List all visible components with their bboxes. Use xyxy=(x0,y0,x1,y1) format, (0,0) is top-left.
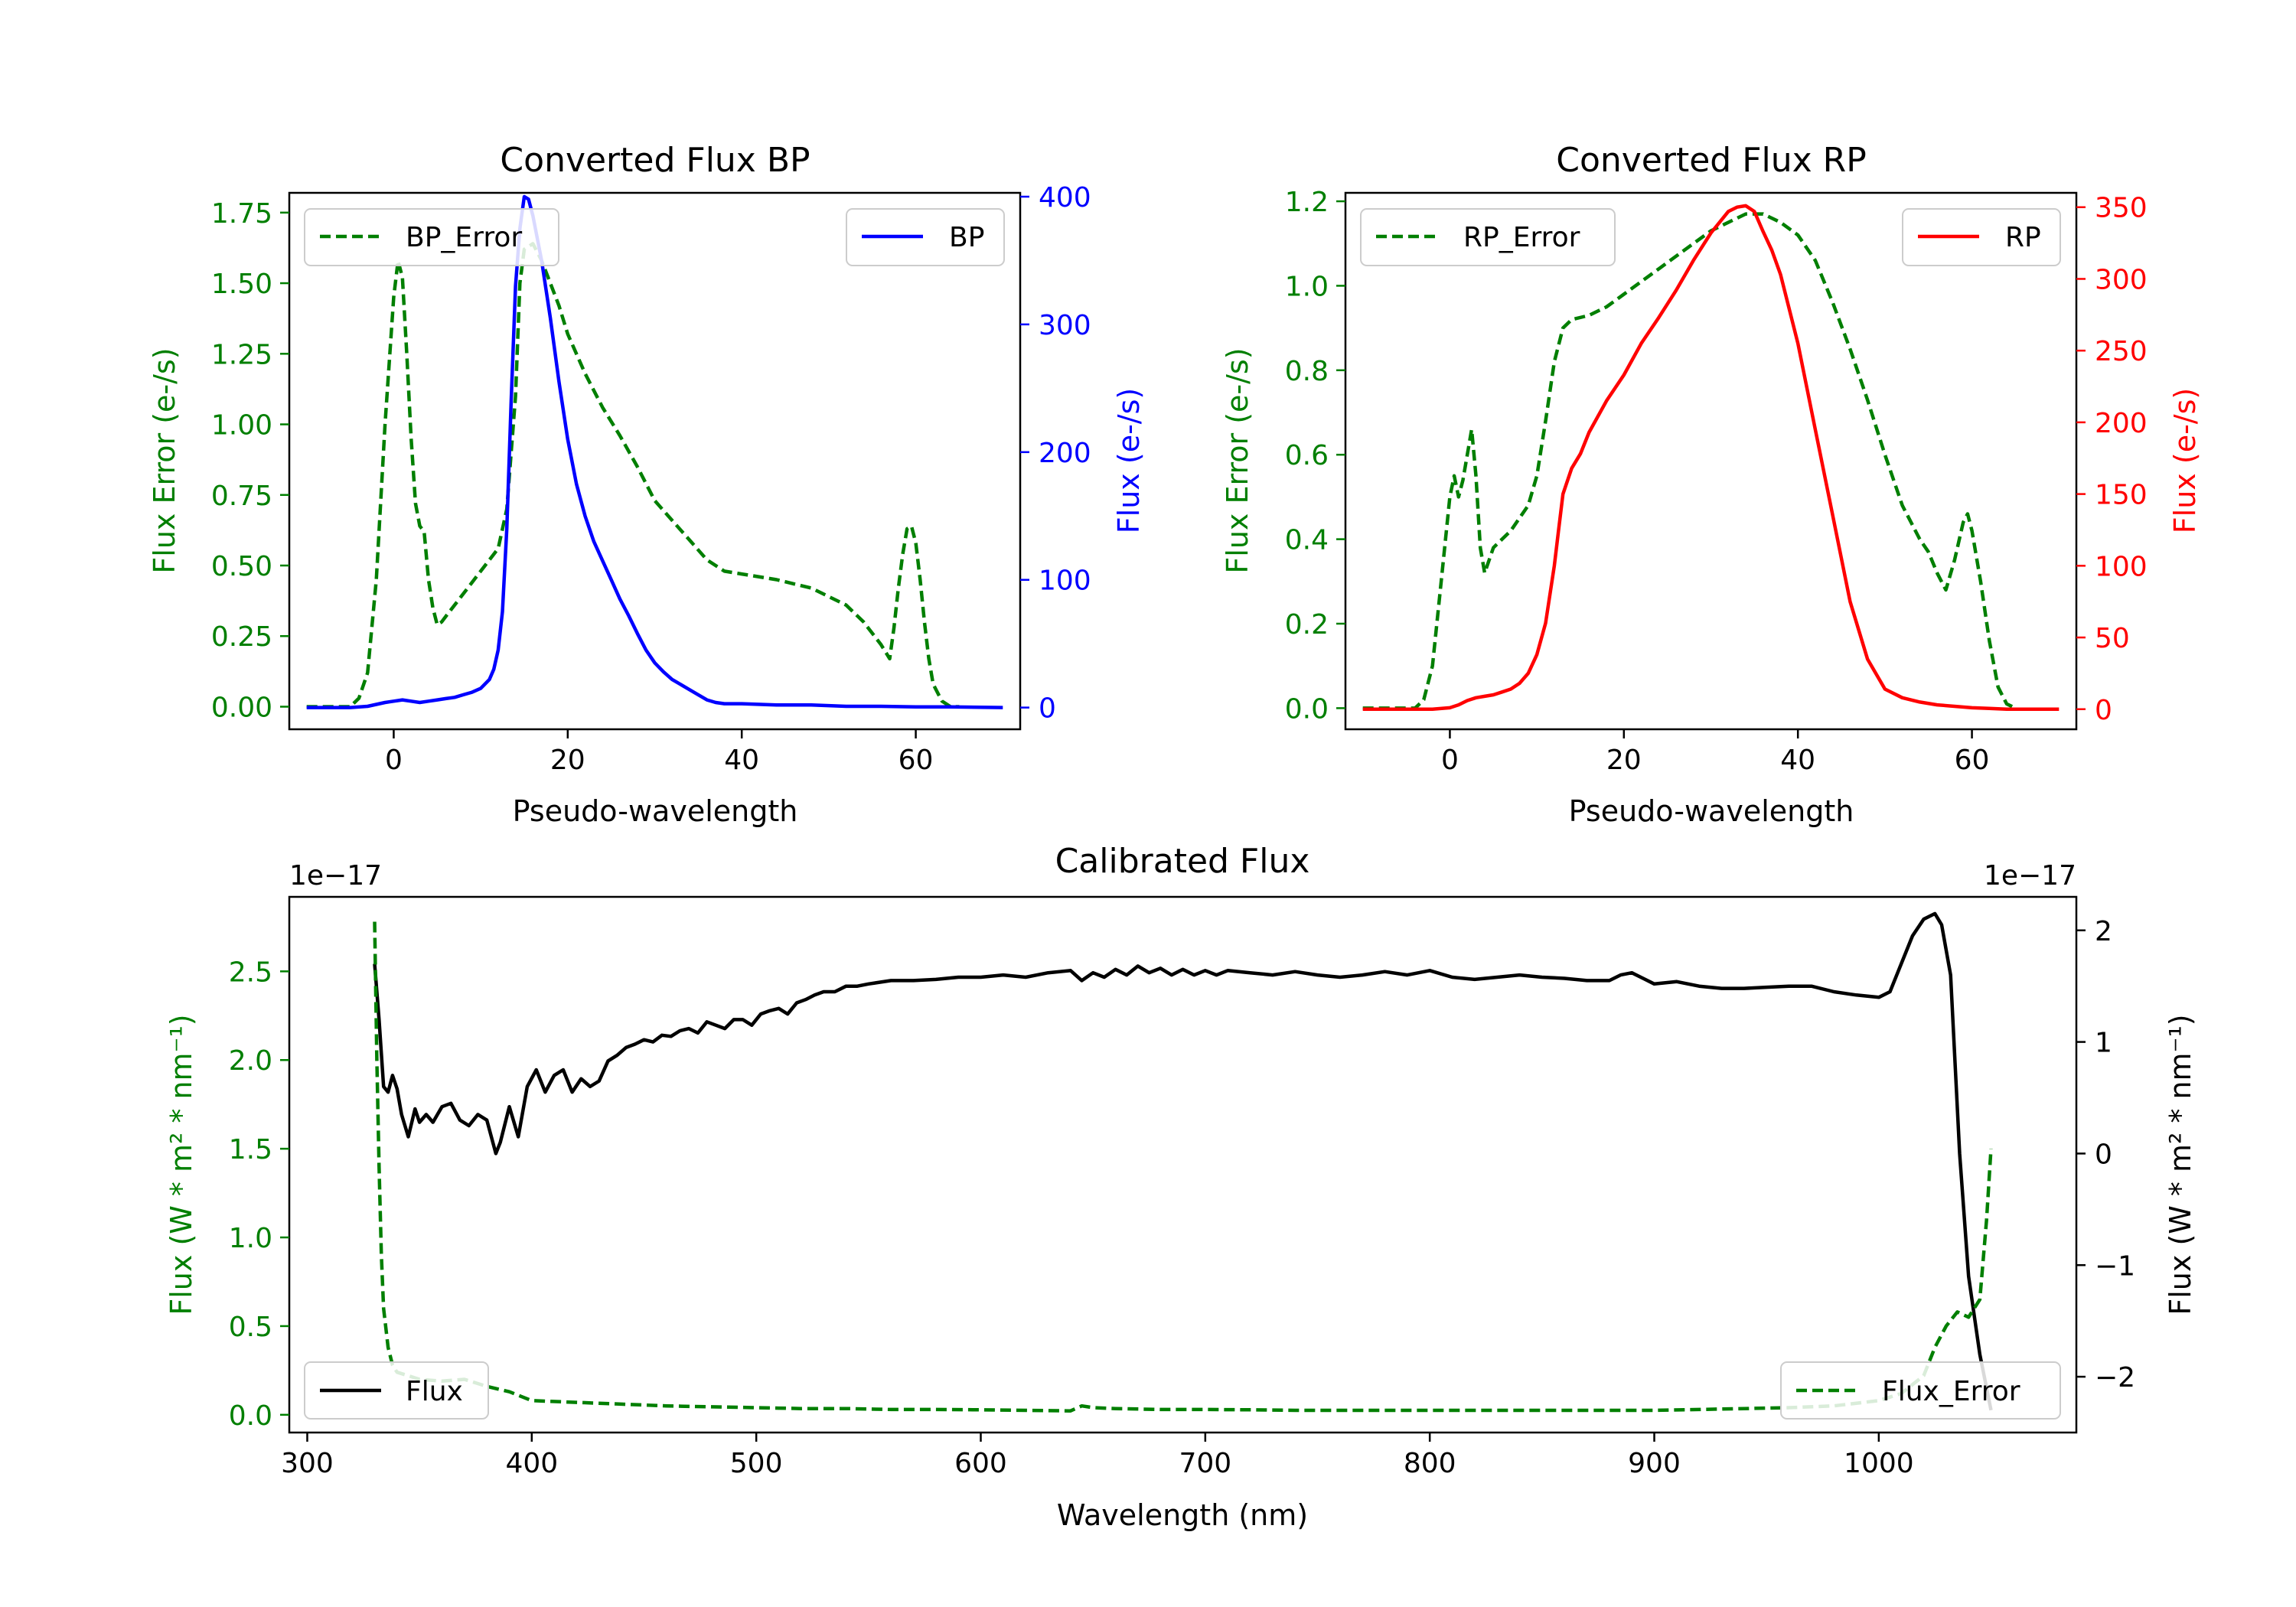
rp-right-axis-label: Flux (e-/s) xyxy=(2168,388,2202,533)
rp-left-y-tick-label: 0.8 xyxy=(1285,356,1329,387)
bp-legend-label: BP xyxy=(949,222,984,253)
calibrated-right-offset: 1e−17 xyxy=(1984,860,2076,892)
rp-x-tick-label: 20 xyxy=(1606,745,1642,776)
calibrated-title: Calibrated Flux xyxy=(1055,842,1310,881)
calibrated-x-tick-label: 300 xyxy=(281,1448,334,1479)
bp-title: Converted Flux BP xyxy=(500,141,810,180)
panel-bp: Converted Flux BP 0 20 40 60 0.00 0.25 0.50 0.… xyxy=(148,141,1146,828)
bp-right-y-tick-label: 300 xyxy=(1039,310,1091,341)
rp-x-axis-label: Pseudo-wavelength xyxy=(1569,794,1854,828)
calibrated-left-y-tick-label: 0.0 xyxy=(229,1400,272,1432)
bp-left-y-tick-label: 1.00 xyxy=(211,410,272,442)
bp-plot-frame xyxy=(288,191,1022,731)
rp-left-axis-label: Flux Error (e-/s) xyxy=(1221,347,1254,573)
calibrated-x-axis-label: Wavelength (nm) xyxy=(1057,1498,1308,1532)
bp-bp-line xyxy=(306,194,1003,709)
rp-rp-line xyxy=(1362,204,2060,712)
calibrated-x-tick-label: 1000 xyxy=(1844,1448,1914,1479)
rp-legend: RP xyxy=(1902,208,2061,266)
rp-right-y-tick-label: 150 xyxy=(2095,480,2148,511)
rp-left-y-tick-label: 0.4 xyxy=(1285,525,1329,556)
calibrated-right-y-tick-label: 1 xyxy=(2095,1028,2112,1059)
calibrated-x-tick-label: 900 xyxy=(1628,1448,1681,1479)
rp-right-y-tick-label: 0 xyxy=(2095,695,2112,726)
calibrated-left-y-tick-label: 1.5 xyxy=(229,1134,272,1165)
rp-right-y-tick-label: 300 xyxy=(2095,264,2148,295)
bp-x-axis-label: Pseudo-wavelength xyxy=(513,794,798,828)
calibrated-left-y-tick-label: 2.0 xyxy=(229,1045,272,1077)
calibrated-x-tick-label: 600 xyxy=(954,1448,1007,1479)
bp-left-y-tick-label: 0.25 xyxy=(211,621,272,653)
rp-left-y-tick-label: 1.0 xyxy=(1285,271,1329,302)
calibrated-right-y-tick-label: 2 xyxy=(2095,916,2112,947)
bp-error-legend-label: BP_Error xyxy=(406,222,522,253)
rp-right-y-tick-label: 50 xyxy=(2095,623,2130,654)
bp-x-tick-label: 20 xyxy=(550,745,585,776)
rp-right-y-tick-label: 250 xyxy=(2095,336,2148,367)
rp-plot-frame xyxy=(1344,191,2078,731)
bp-right-y-tick-label: 200 xyxy=(1039,438,1091,469)
bp-bp-error-line xyxy=(306,242,960,709)
bp-left-y-tick-label: 0.00 xyxy=(211,692,272,723)
bp-left-y-tick-label: 0.75 xyxy=(211,481,272,512)
calibrated-plot-frame xyxy=(288,895,2078,1434)
calibrated-left-axis-label: Flux (W * m² * nm⁻¹) xyxy=(165,1014,198,1315)
bp-right-axis-label: Flux (e-/s) xyxy=(1112,388,1146,533)
bp-left-y-tick-label: 1.50 xyxy=(211,269,272,300)
bp-x-tick-label: 60 xyxy=(899,745,934,776)
rp-left-y-tick-label: 0.6 xyxy=(1285,440,1329,471)
calibrated-right-y-tick-label: −2 xyxy=(2095,1362,2135,1393)
bp-legend: BP xyxy=(846,208,1005,266)
panel-calibrated: Calibrated Flux 1e−17 1e−17 300 400 500 600… xyxy=(165,842,2197,1532)
calibrated-left-y-tick-label: 1.0 xyxy=(229,1223,272,1254)
bp-right-y-tick-label: 400 xyxy=(1039,182,1091,214)
calibrated-error-legend: Flux_Error xyxy=(1780,1361,2061,1420)
bp-right-y-tick-label: 100 xyxy=(1039,566,1091,597)
rp-rp-error-line xyxy=(1362,212,2017,710)
calibrated-flux-line xyxy=(373,911,1993,1411)
rp-x-tick-label: 0 xyxy=(1441,745,1459,776)
rp-left-y-tick-label: 0.2 xyxy=(1285,609,1329,641)
bp-left-y-tick-label: 1.75 xyxy=(211,198,272,230)
calibrated-x-tick-label: 500 xyxy=(730,1448,783,1479)
bp-error-legend: BP_Error xyxy=(304,208,559,266)
calibrated-error-legend-label: Flux_Error xyxy=(1882,1376,2020,1407)
rp-right-y-tick-label: 350 xyxy=(2095,193,2148,224)
bp-left-axis-label: Flux Error (e-/s) xyxy=(148,347,181,573)
calibrated-flux-error-line xyxy=(373,921,1993,1413)
calibrated-right-y-tick-label: −1 xyxy=(2095,1250,2135,1282)
calibrated-flux-legend-label: Flux xyxy=(406,1376,463,1407)
calibrated-left-y-tick-label: 2.5 xyxy=(229,957,272,988)
calibrated-right-axis-label: Flux (W * m² * nm⁻¹) xyxy=(2164,1014,2197,1315)
rp-title: Converted Flux RP xyxy=(1556,141,1867,180)
panel-rp: Converted Flux RP 0 20 40 60 0.0 0.2 0.4 0.6 0.… xyxy=(1221,141,2202,828)
rp-right-y-tick-label: 200 xyxy=(2095,408,2148,439)
calibrated-left-y-tick-label: 0.5 xyxy=(229,1312,272,1343)
bp-x-tick-label: 0 xyxy=(385,745,403,776)
calibrated-x-tick-label: 800 xyxy=(1404,1448,1456,1479)
rp-error-legend: RP_Error xyxy=(1360,208,1616,266)
calibrated-right-y-tick-label: 0 xyxy=(2095,1139,2112,1170)
bp-x-tick-label: 40 xyxy=(724,745,759,776)
calibrated-x-tick-label: 700 xyxy=(1179,1448,1231,1479)
calibrated-x-tick-label: 400 xyxy=(505,1448,558,1479)
rp-x-tick-label: 40 xyxy=(1780,745,1815,776)
calibrated-left-offset: 1e−17 xyxy=(289,860,382,892)
rp-left-y-tick-label: 0.0 xyxy=(1285,693,1329,725)
bp-left-y-tick-label: 0.50 xyxy=(211,551,272,582)
rp-x-tick-label: 60 xyxy=(1955,745,1990,776)
rp-error-legend-label: RP_Error xyxy=(1463,222,1580,253)
rp-legend-label: RP xyxy=(2005,222,2041,253)
bp-right-y-tick-label: 0 xyxy=(1039,693,1056,725)
rp-left-y-tick-label: 1.2 xyxy=(1285,187,1329,218)
rp-right-y-tick-label: 100 xyxy=(2095,551,2148,582)
calibrated-flux-legend: Flux xyxy=(304,1361,489,1420)
bp-left-y-tick-label: 1.25 xyxy=(211,339,272,370)
